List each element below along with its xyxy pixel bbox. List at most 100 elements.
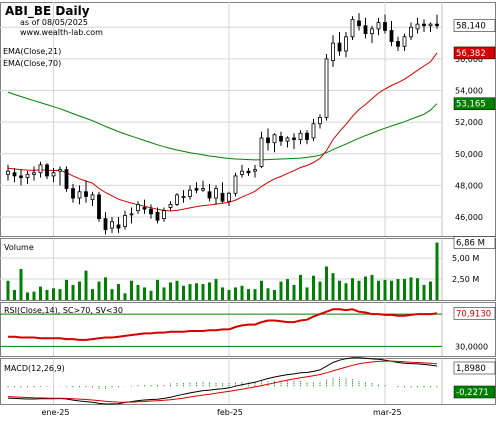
- volume-bar: [45, 289, 49, 300]
- volume-bar: [84, 270, 88, 300]
- volume-bar: [234, 287, 237, 300]
- last-close-tag-box: [453, 19, 496, 32]
- volume-bar: [292, 284, 296, 300]
- candle-up: [415, 23, 420, 30]
- candle-up: [227, 192, 231, 202]
- candle-up: [25, 173, 30, 178]
- volume-bar: [201, 284, 205, 300]
- ema-slow-tag-box: [453, 97, 496, 110]
- volume-bar: [344, 283, 348, 300]
- volume-bar: [325, 266, 328, 300]
- rsi-line: [8, 308, 438, 341]
- volume-bar: [110, 289, 114, 300]
- volume-bar: [422, 284, 426, 300]
- candle-up: [136, 203, 140, 212]
- volume-last-tag-box: [453, 236, 496, 249]
- volume-bar: [390, 280, 393, 300]
- candle-up: [233, 175, 238, 194]
- candle-up: [58, 169, 62, 172]
- candle-up: [402, 36, 407, 47]
- candle-up: [6, 170, 10, 175]
- volume-bar: [338, 280, 341, 300]
- volume-bar: [383, 279, 387, 300]
- ema-slow-line: [7, 91, 438, 161]
- volume-last-tag-text: 6,86 M: [456, 239, 485, 249]
- candle-down: [435, 23, 439, 27]
- candle-up: [181, 196, 186, 198]
- chart-title: ABI_BE Daily: [5, 4, 90, 19]
- volume-bar: [188, 284, 192, 300]
- ema-fast-tag-box: [453, 46, 496, 60]
- volume-last-tag: 6,86 M: [453, 236, 496, 249]
- candle-up: [428, 23, 433, 27]
- volume-bar: [117, 284, 120, 300]
- macd-signal-tag: -0,2271: [453, 385, 496, 399]
- volume-bar: [182, 285, 185, 300]
- volume-title: Volume: [4, 243, 34, 252]
- volume-bar: [305, 287, 309, 300]
- candle-down: [84, 191, 88, 197]
- volume-bar: [169, 282, 172, 300]
- rsi-tick-label: 30,0000: [455, 342, 488, 351]
- x-axis-label: ene-25: [42, 408, 70, 417]
- candle-up: [129, 213, 134, 216]
- volume-bar: [370, 274, 374, 300]
- candle-up: [272, 134, 277, 144]
- volume-bar: [273, 289, 276, 300]
- volume-bar: [435, 242, 439, 300]
- volume-bar: [351, 278, 354, 300]
- ema-slow-tag-text: 53,165: [456, 100, 486, 110]
- volume-bar: [156, 279, 159, 300]
- candle-down: [149, 208, 153, 215]
- price-tick-label: 52,000: [455, 118, 483, 127]
- candle-down: [207, 191, 212, 199]
- volume-bar: [286, 279, 289, 300]
- volume-bar: [227, 289, 231, 300]
- volume-bar: [65, 279, 68, 300]
- volume-bar: [357, 280, 361, 300]
- macd-last-tag: 1,8980: [453, 361, 496, 375]
- macd-signal-line: [7, 360, 438, 403]
- volume-bar: [58, 289, 62, 300]
- candle-down: [155, 211, 160, 221]
- macd-title: MACD(12,26,9): [4, 364, 65, 373]
- volume-tick-label: 2,50 M: [452, 275, 479, 284]
- price-tick-label: 54,000: [455, 87, 483, 96]
- volume-bar: [175, 280, 179, 300]
- volume-bar: [299, 274, 302, 300]
- volume-bar: [32, 291, 36, 300]
- volume-bar: [136, 284, 140, 300]
- volume-tick-label: 5,00 M: [452, 254, 479, 263]
- volume-bar: [208, 282, 211, 300]
- candle-up: [409, 26, 413, 38]
- rsi-last-tag-text: 70,9130: [456, 309, 491, 319]
- rsi-title: RSI(Close,14), SC>70, SV<30: [4, 306, 123, 315]
- candle-down: [422, 23, 426, 27]
- pane-macd: [0, 358, 496, 405]
- volume-bar: [318, 281, 322, 300]
- last-close-tag-text: 58,140: [456, 22, 486, 32]
- candle-down: [142, 207, 147, 210]
- candle-down: [292, 137, 296, 140]
- volume-bar: [13, 289, 16, 300]
- pane-rsi: [0, 302, 496, 357]
- ema-fast-tag-text: 56,382: [456, 49, 486, 59]
- volume-bar: [260, 280, 263, 300]
- candle-up: [175, 194, 179, 205]
- ema-fast-label: EMA(Close,21): [3, 47, 61, 56]
- candle-up: [77, 191, 82, 199]
- x-axis-label: mar-25: [373, 408, 402, 417]
- candle-up: [331, 42, 335, 61]
- candle-up: [324, 58, 329, 118]
- volume-bar: [149, 290, 153, 300]
- volume-bar: [409, 277, 413, 300]
- candle-up: [259, 137, 264, 167]
- candle-up: [253, 169, 257, 172]
- candle-up: [350, 18, 355, 38]
- candle-up: [311, 123, 316, 139]
- candle-down: [12, 172, 17, 177]
- candle-up: [240, 170, 244, 175]
- candle-up: [188, 189, 192, 197]
- volume-bar: [279, 281, 283, 300]
